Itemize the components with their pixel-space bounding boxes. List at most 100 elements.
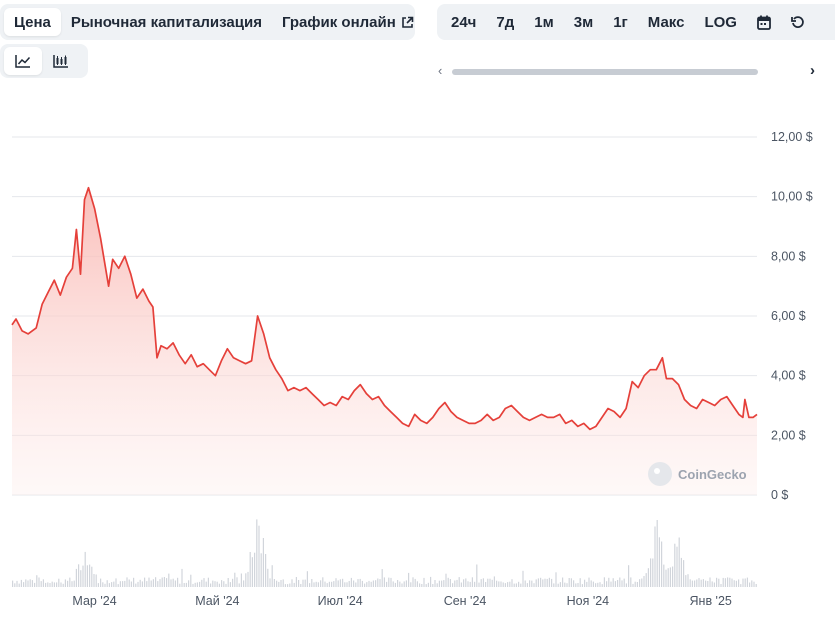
volume-bar [377, 578, 379, 587]
volume-bar [38, 577, 40, 587]
range-scrollbar[interactable] [452, 69, 758, 75]
volume-bar [405, 580, 407, 587]
chevron-right-icon[interactable]: › [810, 62, 815, 79]
volume-bar [581, 584, 583, 587]
volume-bar [474, 581, 476, 587]
volume-bar [621, 580, 623, 587]
volume-bar [119, 581, 121, 587]
volume-bar [311, 579, 313, 587]
volume-bar [540, 577, 542, 587]
external-link-icon [401, 16, 414, 29]
volume-bar [190, 574, 192, 587]
volume-bar [674, 543, 676, 587]
volume-bar [447, 577, 449, 587]
volume-bar [60, 582, 62, 587]
volume-bar [64, 579, 66, 587]
volume-bar [753, 581, 755, 587]
volume-bar [485, 582, 487, 587]
volume-bar [463, 579, 465, 587]
volume-bar [729, 577, 731, 587]
coingecko-watermark: CoinGecko [648, 462, 747, 486]
volume-bar [104, 583, 106, 587]
range-1m-button[interactable]: 1м [534, 13, 554, 31]
volume-bar [135, 583, 137, 587]
volume-bar [586, 581, 588, 587]
volume-bar [441, 580, 443, 587]
volume-bar [749, 582, 751, 587]
volume-bar [511, 579, 513, 587]
tab-market-cap[interactable]: Рыночная капитализация [70, 13, 262, 31]
volume-bar [256, 519, 258, 587]
volume-bar [262, 538, 264, 587]
volume-bar [177, 577, 179, 587]
volume-bar [658, 537, 660, 587]
volume-bar [117, 584, 119, 587]
volume-bar [724, 578, 726, 587]
volume-bar [205, 581, 207, 587]
volume-bar [702, 579, 704, 587]
volume-bar [438, 580, 440, 587]
volume-bar [71, 581, 73, 587]
volume-bar [667, 568, 669, 587]
volume-bar [546, 578, 548, 587]
volume-bar [342, 578, 344, 587]
volume-bar [639, 579, 641, 587]
volume-bar [245, 573, 247, 587]
volume-bar [716, 577, 718, 587]
volume-bar [408, 572, 410, 587]
volume-bar [661, 541, 663, 587]
volume-bar [56, 582, 58, 587]
volume-bar [170, 579, 172, 587]
volume-bar [284, 584, 286, 587]
range-1y-button[interactable]: 1г [613, 13, 628, 31]
volume-bar [89, 564, 91, 587]
volume-bar [95, 574, 97, 587]
volume-bar [309, 583, 311, 587]
scroll-left-icon[interactable]: ‹ [438, 63, 443, 78]
log-scale-button[interactable]: LOG [704, 13, 737, 31]
volume-bar [467, 581, 469, 587]
calendar-button[interactable] [747, 8, 781, 36]
volume-bar [641, 578, 643, 587]
reset-button[interactable] [781, 8, 815, 36]
tab-live-chart[interactable]: График онлайн [272, 8, 424, 36]
volume-bar [137, 581, 139, 587]
volume-bar [592, 581, 594, 587]
volume-bar [93, 574, 95, 587]
volume-bar [359, 578, 361, 587]
line-chart-button[interactable] [4, 47, 42, 75]
volume-bar [500, 581, 502, 587]
volume-bar [645, 573, 647, 587]
volume-bar [614, 581, 616, 587]
volume-bar [298, 580, 300, 587]
volume-bar [575, 583, 577, 587]
range-3m-button[interactable]: 3м [573, 13, 594, 31]
volume-bar [421, 584, 423, 587]
volume-bar [196, 582, 198, 587]
range-max-button[interactable]: Макс [647, 13, 685, 31]
tab-price[interactable]: Цена [4, 8, 61, 36]
volume-bar [722, 577, 724, 587]
volume-bar [73, 580, 75, 587]
volume-bar [423, 577, 425, 587]
volume-bar [478, 582, 480, 587]
volume-bar [53, 582, 55, 587]
volume-bar [443, 580, 445, 587]
volume-bar [610, 581, 612, 587]
volume-bar [643, 576, 645, 587]
volume-bar [304, 579, 306, 587]
volume-bar [427, 582, 429, 587]
volume-bar [161, 577, 163, 587]
volume-bar [14, 583, 16, 587]
volume-bar [40, 581, 42, 587]
volume-bar [350, 577, 352, 587]
candlestick-button[interactable] [42, 47, 80, 75]
volume-bar [449, 579, 451, 587]
volume-bar [188, 580, 190, 587]
range-24h-button[interactable]: 24ч [451, 13, 477, 31]
volume-bar [742, 578, 744, 587]
volume-bar [302, 579, 304, 587]
range-7d-button[interactable]: 7д [496, 13, 515, 31]
volume-bar [36, 575, 38, 587]
